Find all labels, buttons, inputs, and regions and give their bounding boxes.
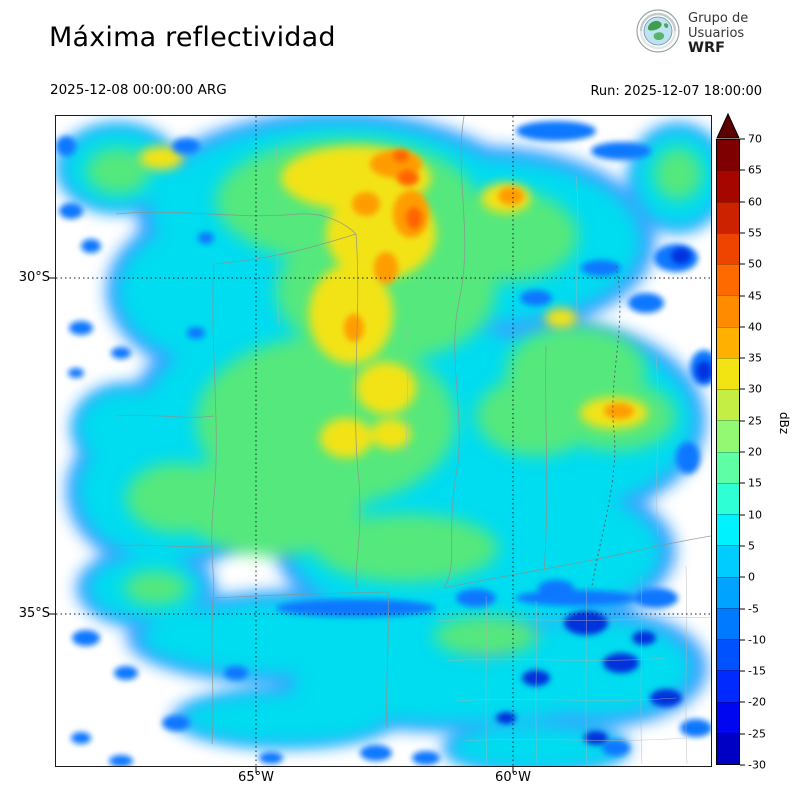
colorbar-segment [717,482,739,514]
country-border [591,265,621,587]
colorbar-tick-label: 5 [748,539,755,553]
colorbar-segment [717,389,739,421]
colorbar-tick-mark [740,670,745,672]
colorbar-tick-mark [740,451,745,453]
colorbar-segment [717,420,739,452]
colorbar-tick-mark [740,545,745,547]
colorbar-tick-label: 45 [748,289,762,302]
valid-time-label: 2025-12-08 00:00:00 ARG [50,82,227,98]
colorbar-tick-mark [740,701,745,703]
colorbar-tick-label: 35 [748,351,762,365]
colorbar-tick-mark [740,639,745,641]
colorbar-tick-label: 40 [748,320,762,334]
logo-line-1: Grupo de [688,10,749,26]
colorbar-unit-label: dBz [777,412,791,435]
colorbar-tick-label: -30 [748,758,766,772]
wrf-logo: Grupo de Usuarios WRF [636,9,748,57]
colorbar-segment [717,326,739,358]
colorbar-segment [717,357,739,389]
reflectivity-map [49,115,712,773]
colorbar-segment [717,140,739,171]
colorbar-tick-mark [740,764,745,766]
colorbar-over-arrow-shape [716,112,740,139]
colorbar-tick-label: 70 [748,132,762,146]
colorbar-tick-label: 30 [748,382,762,396]
colorbar-tick-label: 65 [748,163,762,177]
admin-boundaries [115,115,712,745]
colorbar-segments [716,139,740,765]
colorbar-tick-label: 55 [748,226,762,240]
colorbar-segment [717,607,739,639]
colorbar-tick-mark [740,514,745,516]
colorbar-tick-mark [740,482,745,484]
reflectivity-field [56,116,711,766]
colorbar-tick-label: -15 [748,664,766,678]
colorbar-tick-label: 50 [748,257,762,271]
colorbar-tick-mark [740,138,745,140]
logo-line-3: WRF [688,39,726,56]
axis-ticks [49,277,514,773]
colorbar-tick-label: 25 [748,414,762,428]
colorbar-tick-mark [740,388,745,390]
colorbar-tick-mark [740,169,745,171]
run-time-label: Run: 2025-12-07 18:00:00 [590,84,762,99]
map-plot-area [49,115,712,773]
colorbar-tick-mark [740,326,745,328]
colorbar-tick-mark [740,295,745,296]
colorbar-segment [717,732,739,764]
colorbar-segment [717,576,739,608]
colorbar-tick-mark [740,576,745,578]
colorbar-tick-label: 15 [748,476,762,490]
colorbar-tick-mark [740,420,745,422]
colorbar-segment [717,264,739,296]
colorbar-tick-mark [740,357,745,359]
page-title: Máxima reflectividad [49,22,336,53]
colorbar-segment [717,295,739,327]
colorbar-tick-label: 60 [748,195,762,209]
colorbar-segment [717,701,739,733]
colorbar-tick-label: 0 [748,570,755,584]
colorbar-segment [717,639,739,671]
department-boundaries [275,145,712,765]
lat-label-30s: 30°S [18,270,50,285]
lon-label-65w: 65°W [238,770,274,785]
lon-label-60w: 60°W [495,770,531,785]
colorbar-tick-mark [740,232,745,234]
colorbar-tick-mark [740,201,745,203]
colorbar-tick-label: -25 [748,727,766,741]
colorbar-tick-label: -20 [748,695,766,709]
colorbar-segment [717,670,739,702]
colorbar-segment [717,514,739,546]
colorbar-tick-label: -10 [748,633,766,647]
colorbar-tick-mark [740,733,745,735]
colorbar-segment [717,170,739,202]
wrf-logo-icon [636,9,680,57]
logo-line-2: Usuarios [688,25,745,41]
colorbar-segment [717,232,739,264]
colorbar-segment [717,545,739,577]
colorbar-tick-label: -5 [748,602,759,615]
colorbar-tick-mark [740,263,745,265]
lat-label-35s: 35°S [18,606,50,621]
colorbar-over-arrow [716,112,740,139]
colorbar-tick-label: 10 [748,508,762,522]
colorbar-segment [717,201,739,233]
colorbar-segment [717,451,739,483]
colorbar-tick-label: 20 [748,445,762,459]
colorbar-tick-mark [740,608,745,609]
graticule [56,116,711,766]
wrf-logo-text: Grupo de Usuarios WRF [688,11,748,56]
